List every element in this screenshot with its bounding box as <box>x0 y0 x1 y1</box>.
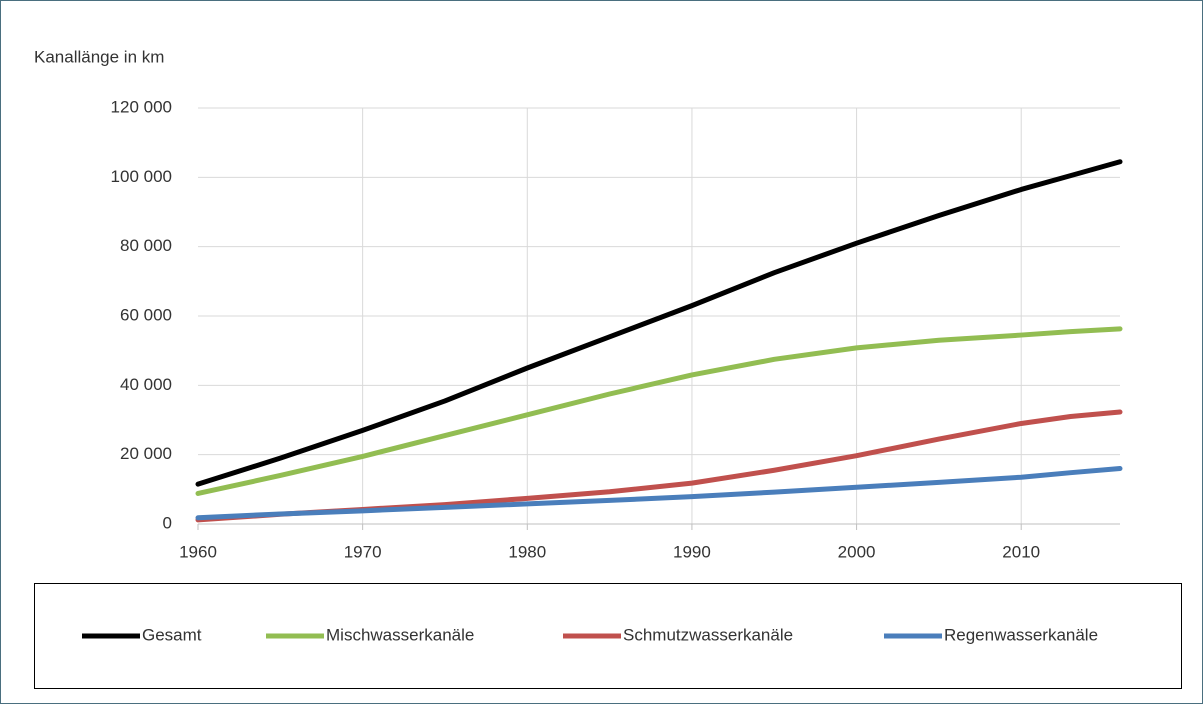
y-tick-label: 120 000 <box>111 97 172 116</box>
y-tick-label: 100 000 <box>111 167 172 186</box>
x-tick-label: 1970 <box>344 542 382 561</box>
x-tick-label: 2000 <box>838 542 876 561</box>
chart-title: Kanallänge in km <box>34 47 164 66</box>
x-tick-label: 1960 <box>179 542 217 561</box>
legend-label: Regenwasserkanäle <box>944 625 1098 644</box>
legend-label: Schmutzwasserkanäle <box>623 625 793 644</box>
y-tick-label: 40 000 <box>120 375 172 394</box>
legend-label: Mischwasserkanäle <box>326 625 474 644</box>
y-tick-label: 0 <box>163 513 172 532</box>
y-tick-label: 60 000 <box>120 305 172 324</box>
y-tick-label: 20 000 <box>120 444 172 463</box>
series-line <box>195 159 1123 487</box>
x-tick-label: 1980 <box>508 542 546 561</box>
legend-box <box>34 583 1182 689</box>
x-tick-label: 1990 <box>673 542 711 561</box>
x-tick-label: 2010 <box>1002 542 1040 561</box>
series-line <box>195 466 1123 521</box>
legend-label: Gesamt <box>142 625 202 644</box>
y-tick-label: 80 000 <box>120 236 172 255</box>
series-line <box>195 326 1123 496</box>
